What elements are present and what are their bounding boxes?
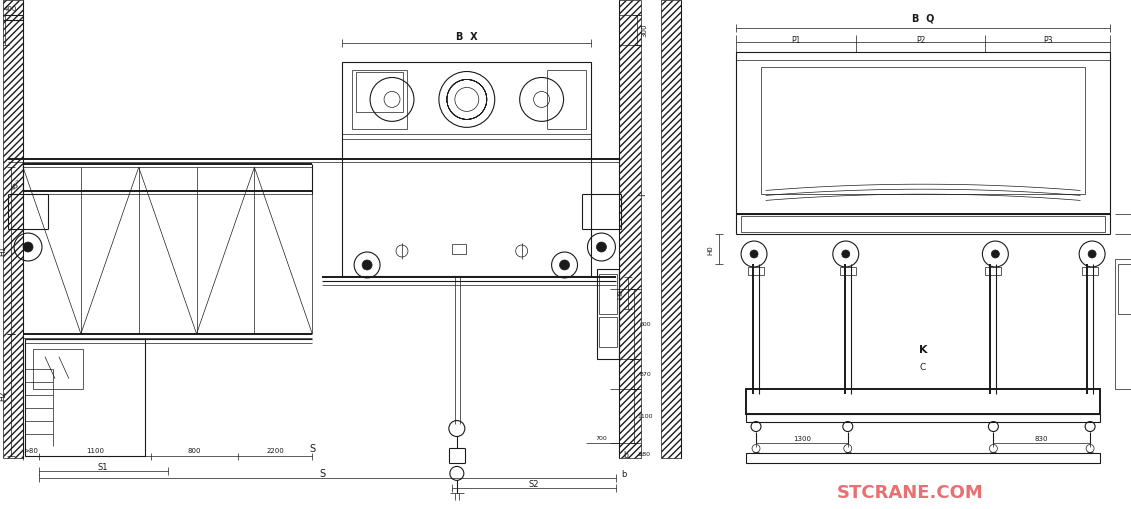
Text: P3: P3 [1043, 36, 1053, 45]
Text: STCRANE.COM: STCRANE.COM [837, 484, 984, 501]
Bar [840, 267, 856, 275]
Bar [597, 269, 620, 359]
Circle shape [841, 250, 849, 259]
Text: H0: H0 [618, 289, 623, 298]
Bar [546, 70, 587, 130]
Text: b: b [623, 450, 628, 459]
Text: 700: 700 [596, 435, 607, 440]
Bar [748, 267, 765, 275]
Circle shape [596, 243, 606, 252]
Bar [33, 349, 83, 389]
Text: >80: >80 [24, 447, 38, 454]
Bar [452, 244, 466, 254]
Text: B  Q: B Q [912, 14, 934, 23]
Circle shape [560, 261, 570, 270]
Circle shape [992, 250, 1000, 259]
Bar [599, 274, 618, 314]
Text: 870: 870 [639, 372, 651, 377]
Text: S2: S2 [528, 479, 538, 488]
Text: B  X: B X [456, 32, 477, 42]
Text: 2200: 2200 [267, 447, 284, 454]
Text: S1: S1 [97, 462, 109, 471]
Bar [746, 454, 1100, 464]
Bar [746, 389, 1100, 414]
Text: H2: H2 [0, 389, 7, 400]
Text: 300: 300 [641, 24, 647, 37]
Bar [599, 317, 618, 347]
Text: C: C [920, 362, 926, 372]
Text: b: b [621, 469, 627, 478]
Text: I: I [638, 193, 647, 196]
Bar [3, 1, 23, 459]
Bar [985, 267, 1001, 275]
Bar [352, 70, 407, 130]
Bar [25, 339, 145, 457]
Text: 1300: 1300 [793, 436, 811, 442]
Text: ≥80: ≥80 [638, 451, 650, 456]
Bar [746, 414, 1100, 422]
Circle shape [1088, 250, 1096, 259]
Bar [1115, 260, 1131, 389]
Circle shape [750, 250, 758, 259]
Bar [662, 1, 681, 459]
Bar [343, 63, 592, 276]
Text: K: K [918, 344, 927, 354]
Circle shape [362, 261, 372, 270]
Text: P2: P2 [916, 36, 925, 45]
Bar [1082, 267, 1098, 275]
Circle shape [23, 243, 33, 252]
Bar [1119, 265, 1131, 314]
Bar [761, 67, 1085, 195]
Text: 45°: 45° [10, 178, 24, 191]
Bar [736, 52, 1110, 215]
Text: H0: H0 [707, 245, 714, 254]
Text: 600: 600 [639, 322, 651, 327]
Bar [356, 73, 403, 113]
Text: 800: 800 [188, 447, 201, 454]
Text: H1: H1 [0, 245, 7, 256]
Text: S: S [309, 444, 316, 454]
Text: 830: 830 [1035, 436, 1048, 442]
Text: 1100: 1100 [638, 413, 653, 418]
Bar [620, 1, 641, 459]
Text: 1100: 1100 [86, 447, 104, 454]
Text: S: S [319, 468, 326, 478]
Bar [741, 217, 1105, 233]
Text: 400: 400 [3, 6, 17, 12]
Text: P1: P1 [792, 36, 801, 45]
